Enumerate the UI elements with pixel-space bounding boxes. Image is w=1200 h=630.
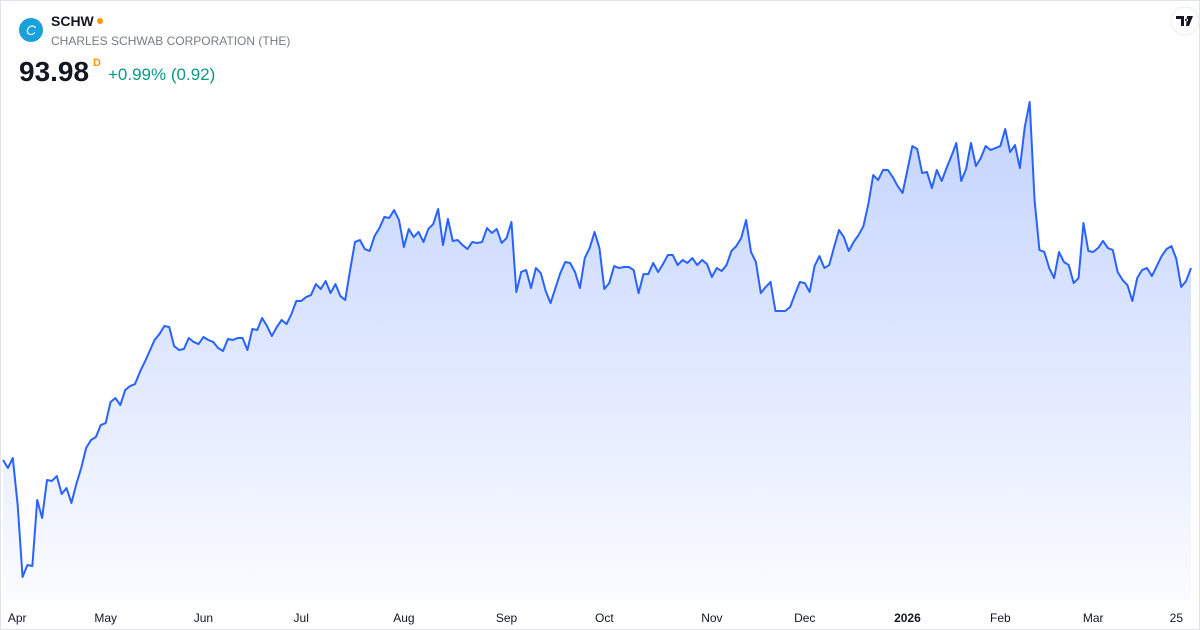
x-tick-label: Nov [701, 611, 722, 625]
x-tick-label: Aug [393, 611, 414, 625]
x-tick-label: May [94, 611, 117, 625]
x-tick-label: Sep [496, 611, 518, 625]
price-flag: D [93, 57, 101, 69]
price-line [2, 101, 1192, 578]
tv-logo[interactable] [1170, 6, 1200, 36]
area-fill [3, 102, 1191, 600]
x-tick-label: Jun [194, 611, 213, 625]
x-tick-label: Feb [990, 611, 1011, 625]
x-tick-label: 25 [1170, 611, 1184, 625]
plot [2, 101, 1192, 600]
status-dot [97, 18, 103, 24]
logo [19, 18, 43, 42]
price-change: +0.99% (0.92) [108, 65, 215, 84]
x-tick-label: Dec [794, 611, 815, 625]
logo-letter: C [26, 22, 37, 38]
x-tick-label: Jul [294, 611, 309, 625]
x-tick-label: Oct [595, 611, 614, 625]
symbol: SCHW [51, 13, 95, 29]
x-tick-label: Apr [8, 611, 27, 625]
price: 93.98 [19, 56, 89, 87]
x-tick-label: Mar [1083, 611, 1104, 625]
company-name: CHARLES SCHWAB CORPORATION (THE) [51, 34, 290, 48]
x-tick-label: 2026 [894, 611, 921, 625]
